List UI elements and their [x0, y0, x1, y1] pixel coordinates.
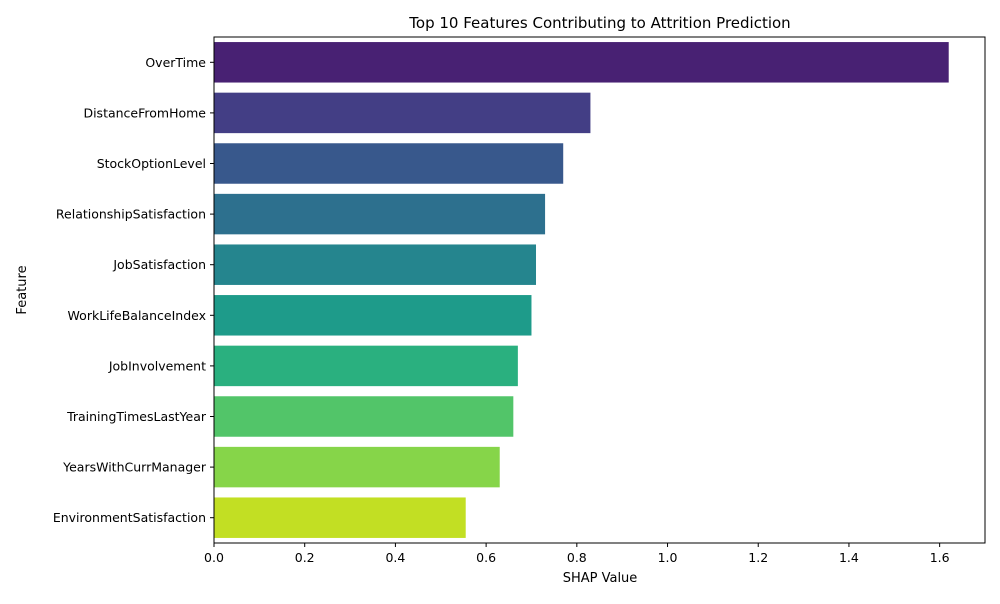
chart-title: Top 10 Features Contributing to Attritio…: [408, 14, 790, 32]
bar-JobSatisfaction: [214, 244, 537, 285]
x-tick-label: 1.4: [839, 550, 859, 565]
bar-TrainingTimesLastYear: [214, 396, 514, 437]
y-axis-label: Feature: [15, 265, 30, 314]
x-tick-label: 1.0: [658, 550, 678, 565]
x-tick-label: 0.2: [295, 550, 315, 565]
x-tick-label: 0.4: [385, 550, 405, 565]
x-tick-label: 0.8: [567, 550, 587, 565]
bar-RelationshipSatisfaction: [214, 193, 546, 235]
bar-EnvironmentSatisfaction: [214, 497, 466, 538]
x-axis-label: SHAP Value: [563, 571, 638, 586]
bar-WorkLifeBalanceIndex: [214, 295, 532, 336]
bar-StockOptionLevel: [214, 143, 564, 184]
y-axis-ticks: OverTime DistanceFromHome StockOptionLevel…: [53, 55, 214, 525]
bar-JobInvolvement: [214, 345, 518, 387]
y-tick-label: JobSatisfaction: [112, 257, 206, 272]
y-tick-label: TrainingTimesLastYear: [66, 409, 207, 424]
y-tick-label: StockOptionLevel: [97, 156, 206, 171]
bars-group: [214, 42, 949, 538]
y-tick-label: OverTime: [145, 55, 206, 70]
y-tick-label: YearsWithCurrManager: [62, 460, 207, 475]
y-tick-label: DistanceFromHome: [83, 105, 206, 120]
bar-DistanceFromHome: [214, 92, 591, 134]
x-tick-label: 1.6: [930, 550, 950, 565]
x-tick-label: 0.0: [204, 550, 224, 565]
y-tick-label: WorkLifeBalanceIndex: [68, 308, 206, 323]
x-tick-label: 1.2: [748, 550, 768, 565]
bar-YearsWithCurrManager: [214, 446, 500, 488]
x-tick-label: 0.6: [476, 550, 496, 565]
y-tick-label: JobInvolvement: [108, 358, 206, 373]
bar-OverTime: [214, 42, 949, 83]
y-tick-label: EnvironmentSatisfaction: [53, 510, 206, 525]
y-tick-label: RelationshipSatisfaction: [56, 207, 206, 222]
plot-frame: [213, 36, 986, 544]
x-axis-ticks: 0.0 0.2 0.4 0.6 0.8 1.0 1.2 1.4 1.6: [204, 543, 950, 565]
